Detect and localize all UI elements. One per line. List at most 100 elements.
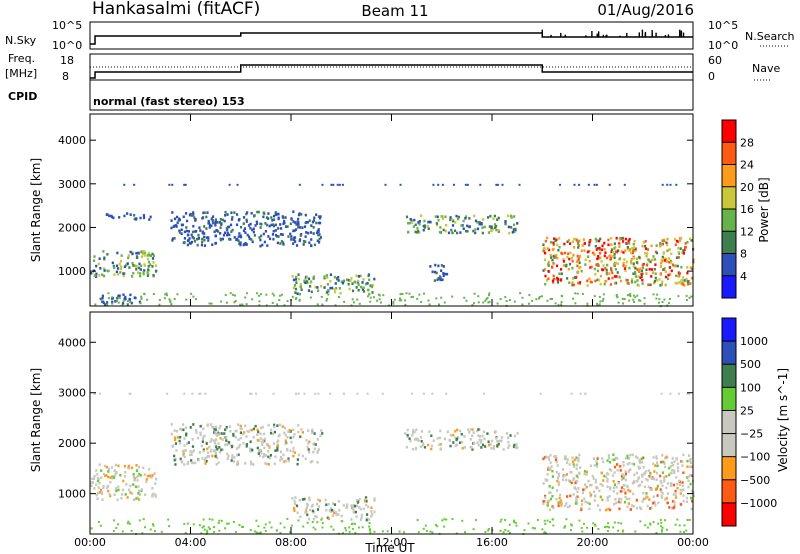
colorbar-tick-label: 20: [740, 181, 754, 194]
data-cell: [320, 284, 323, 288]
data-cell: [494, 226, 497, 229]
data-cell: [588, 277, 591, 281]
data-cell: [448, 438, 451, 442]
data-cell: [313, 243, 317, 247]
data-cell: [660, 283, 663, 286]
data-cell: [544, 251, 547, 255]
data-cell: [117, 267, 120, 270]
data-cell: [120, 265, 123, 268]
data-cell: [257, 430, 260, 434]
data-cell: [259, 426, 263, 430]
data-cell: [310, 238, 313, 241]
data-cell: [589, 266, 592, 269]
data-cell: [548, 466, 551, 470]
colorbar-tick-label: 4: [740, 270, 747, 283]
data-cell: [166, 392, 169, 395]
data-cell: [279, 242, 282, 245]
data-cell: [549, 454, 552, 457]
data-cell: [106, 253, 109, 256]
data-cell: [449, 216, 452, 219]
data-cell: [273, 214, 276, 218]
data-cell: [404, 299, 407, 302]
data-cell: [142, 270, 145, 274]
data-cell: [368, 278, 371, 282]
data-cell: [122, 479, 125, 483]
data-cell: [265, 304, 268, 307]
data-cell: [428, 220, 432, 224]
data-cell: [180, 228, 183, 232]
data-cell: [569, 529, 572, 532]
data-cell: [230, 218, 234, 221]
data-cell: [562, 258, 565, 261]
data-cell: [203, 459, 206, 462]
data-cell: [663, 475, 666, 479]
data-cell: [154, 495, 157, 498]
data-cell: [184, 426, 188, 429]
data-cell: [361, 281, 364, 284]
x-tick-label: 04:00: [175, 536, 207, 549]
data-cell: [269, 453, 273, 457]
data-cell: [230, 211, 233, 215]
data-cell: [508, 523, 511, 526]
data-cell: [565, 264, 568, 268]
data-cell: [312, 526, 315, 529]
data-cell: [551, 494, 554, 498]
data-cell: [182, 423, 185, 426]
data-cell: [351, 507, 355, 511]
data-cell: [256, 433, 259, 436]
data-cell: [201, 437, 204, 441]
data-cell: [574, 481, 577, 485]
data-cell: [205, 442, 208, 445]
nsky-tick-bottom: 10^0: [52, 39, 82, 52]
data-cell: [143, 269, 146, 272]
data-cell: [657, 501, 660, 505]
data-cell: [362, 278, 365, 281]
data-cell: [97, 262, 100, 266]
data-cell: [359, 507, 362, 511]
data-cell: [297, 217, 300, 221]
data-cell: [583, 497, 586, 501]
colorbar-segment: [722, 410, 736, 434]
data-cell: [502, 531, 505, 534]
data-cell: [663, 519, 666, 522]
data-cell: [174, 438, 177, 442]
data-cell: [263, 453, 266, 456]
data-cell: [110, 215, 114, 219]
data-cell: [199, 229, 202, 232]
data-cell: [624, 491, 627, 495]
data-cell: [332, 528, 335, 531]
data-cell: [382, 294, 385, 297]
data-cell: [107, 484, 110, 488]
data-cell: [512, 228, 515, 231]
data-cell: [117, 485, 120, 489]
freq-label-2: [MHz]: [5, 67, 37, 80]
data-cell: [350, 504, 353, 507]
data-cell: [206, 423, 210, 426]
data-cell: [266, 244, 269, 247]
data-cell: [183, 237, 187, 240]
data-cell: [620, 486, 624, 489]
data-cell: [96, 473, 99, 476]
data-cell: [216, 430, 220, 434]
data-cell: [567, 238, 571, 242]
data-cell: [613, 458, 616, 462]
data-cell: [182, 452, 185, 455]
data-cell: [548, 491, 551, 494]
data-cell: [102, 274, 106, 278]
data-cell: [635, 471, 639, 475]
data-cell: [659, 244, 662, 248]
data-cell: [112, 264, 115, 268]
data-cell: [298, 498, 302, 502]
data-cell: [349, 279, 352, 283]
data-cell: [163, 297, 166, 300]
data-cell: [481, 231, 484, 235]
data-cell: [419, 436, 422, 439]
data-cell: [628, 249, 631, 253]
data-cell: [632, 462, 636, 466]
data-cell: [249, 460, 253, 464]
data-cell: [362, 507, 365, 511]
data-cell: [309, 231, 313, 234]
data-cell: [650, 477, 653, 481]
data-cell: [663, 259, 667, 262]
data-cell: [200, 243, 204, 247]
